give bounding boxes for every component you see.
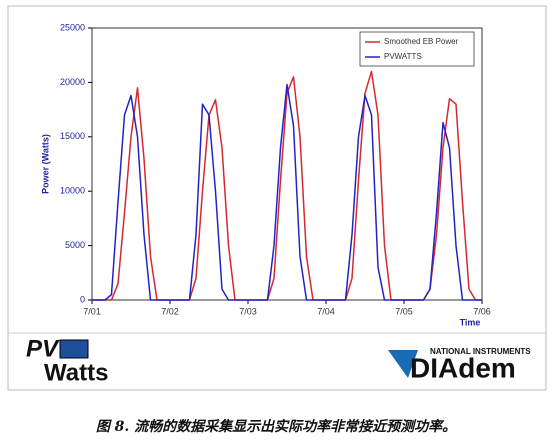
x-tick-label: 7/04 (317, 306, 335, 316)
x-tick-label: 7/05 (395, 306, 413, 316)
legend-label: PVWATTS (384, 52, 422, 61)
logo-watts: Watts (44, 359, 108, 386)
y-tick-label: 0 (80, 294, 85, 304)
logo-pv: PV (26, 335, 60, 362)
pvwatts-logo: PV Watts (26, 335, 108, 386)
plot-frame (91, 27, 483, 301)
y-tick-label: 25000 (60, 22, 85, 32)
solar-panel (59, 339, 89, 359)
y-axis-label: Power (Watts) (40, 134, 50, 194)
y-tick-label: 15000 (60, 131, 85, 141)
x-tick-label: 7/01 (83, 306, 101, 316)
y-tick-label: 5000 (65, 240, 85, 250)
x-tick-label: 7/02 (161, 306, 179, 316)
logo-diadem: DIAdem (410, 352, 516, 383)
x-tick-label: 7/06 (473, 306, 491, 316)
legend-box (359, 31, 475, 67)
caption: 图 8. 流畅的数据采集显示出实际功率非常接近预测功率。 (96, 418, 456, 435)
x-axis-label: Time (460, 317, 481, 327)
y-tick-label: 10000 (60, 186, 85, 196)
x-tick-label: 7/03 (239, 306, 257, 316)
diadem-logo: NATIONAL INSTRUMENTS DIAdem (388, 347, 531, 383)
legend-label: Smoothed EB Power (384, 37, 459, 46)
ni-eagle (388, 350, 418, 378)
series-line (92, 83, 482, 301)
y-tick-label: 20000 (60, 77, 85, 87)
logo-ni: NATIONAL INSTRUMENTS (430, 347, 531, 356)
